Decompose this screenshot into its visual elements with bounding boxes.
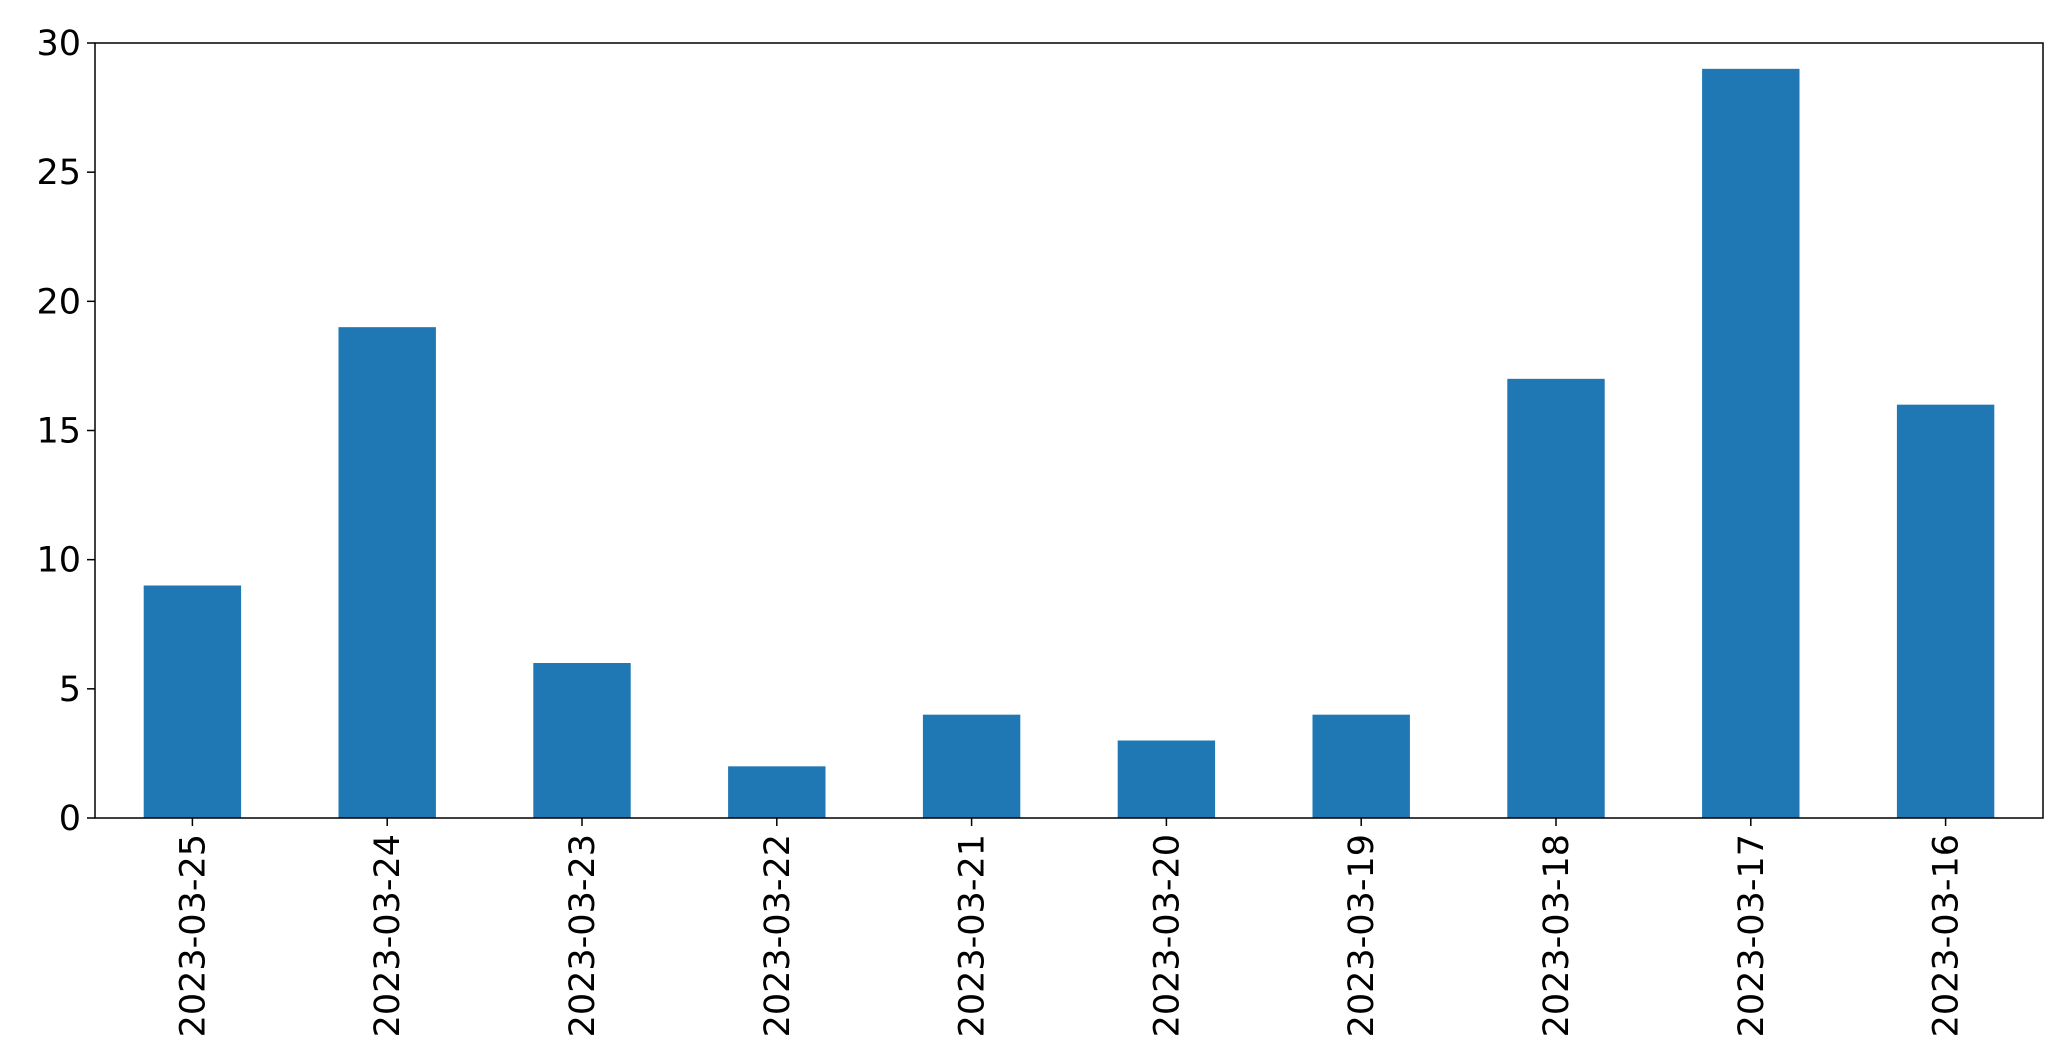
y-tick-label: 25 (36, 153, 81, 193)
x-tick-label: 2023-03-20 (1147, 834, 1187, 1037)
y-tick-label: 0 (59, 799, 81, 839)
y-tick-label: 5 (59, 670, 81, 710)
bar-2023-03-23 (533, 663, 631, 818)
x-tick-label: 2023-03-16 (1927, 834, 1967, 1037)
x-axis: 2023-03-25 2023-03-24 2023-03-23 2023-03-22… (173, 818, 1967, 1037)
y-axis: 0 5 10 15 20 25 30 (36, 24, 95, 839)
y-tick-label: 30 (36, 24, 81, 64)
y-tick-label: 10 (36, 541, 81, 581)
x-tick-label: 2023-03-24 (368, 834, 408, 1037)
bar-2023-03-22 (728, 766, 826, 818)
x-tick-label: 2023-03-21 (953, 834, 993, 1037)
x-tick-label: 2023-03-23 (563, 834, 603, 1037)
x-tick-label: 2023-03-22 (758, 834, 798, 1037)
bar-2023-03-24 (338, 327, 436, 818)
bar-2023-03-25 (143, 585, 242, 818)
bar-2023-03-16 (1896, 404, 1995, 818)
y-tick-label: 20 (36, 282, 81, 322)
x-tick-label: 2023-03-25 (173, 834, 213, 1037)
x-tick-label: 2023-03-17 (1732, 834, 1772, 1037)
bars-group (143, 68, 1995, 819)
x-tick-label: 2023-03-19 (1342, 834, 1382, 1037)
bar-2023-03-20 (1117, 740, 1216, 818)
bar-2023-03-21 (922, 714, 1021, 818)
bar-2023-03-17 (1702, 68, 1800, 819)
bar-2023-03-18 (1507, 378, 1605, 818)
plot-frame (94, 42, 2044, 819)
x-tick-label: 2023-03-18 (1537, 834, 1577, 1037)
bar-2023-03-19 (1312, 714, 1410, 818)
y-tick-label: 15 (36, 412, 81, 452)
